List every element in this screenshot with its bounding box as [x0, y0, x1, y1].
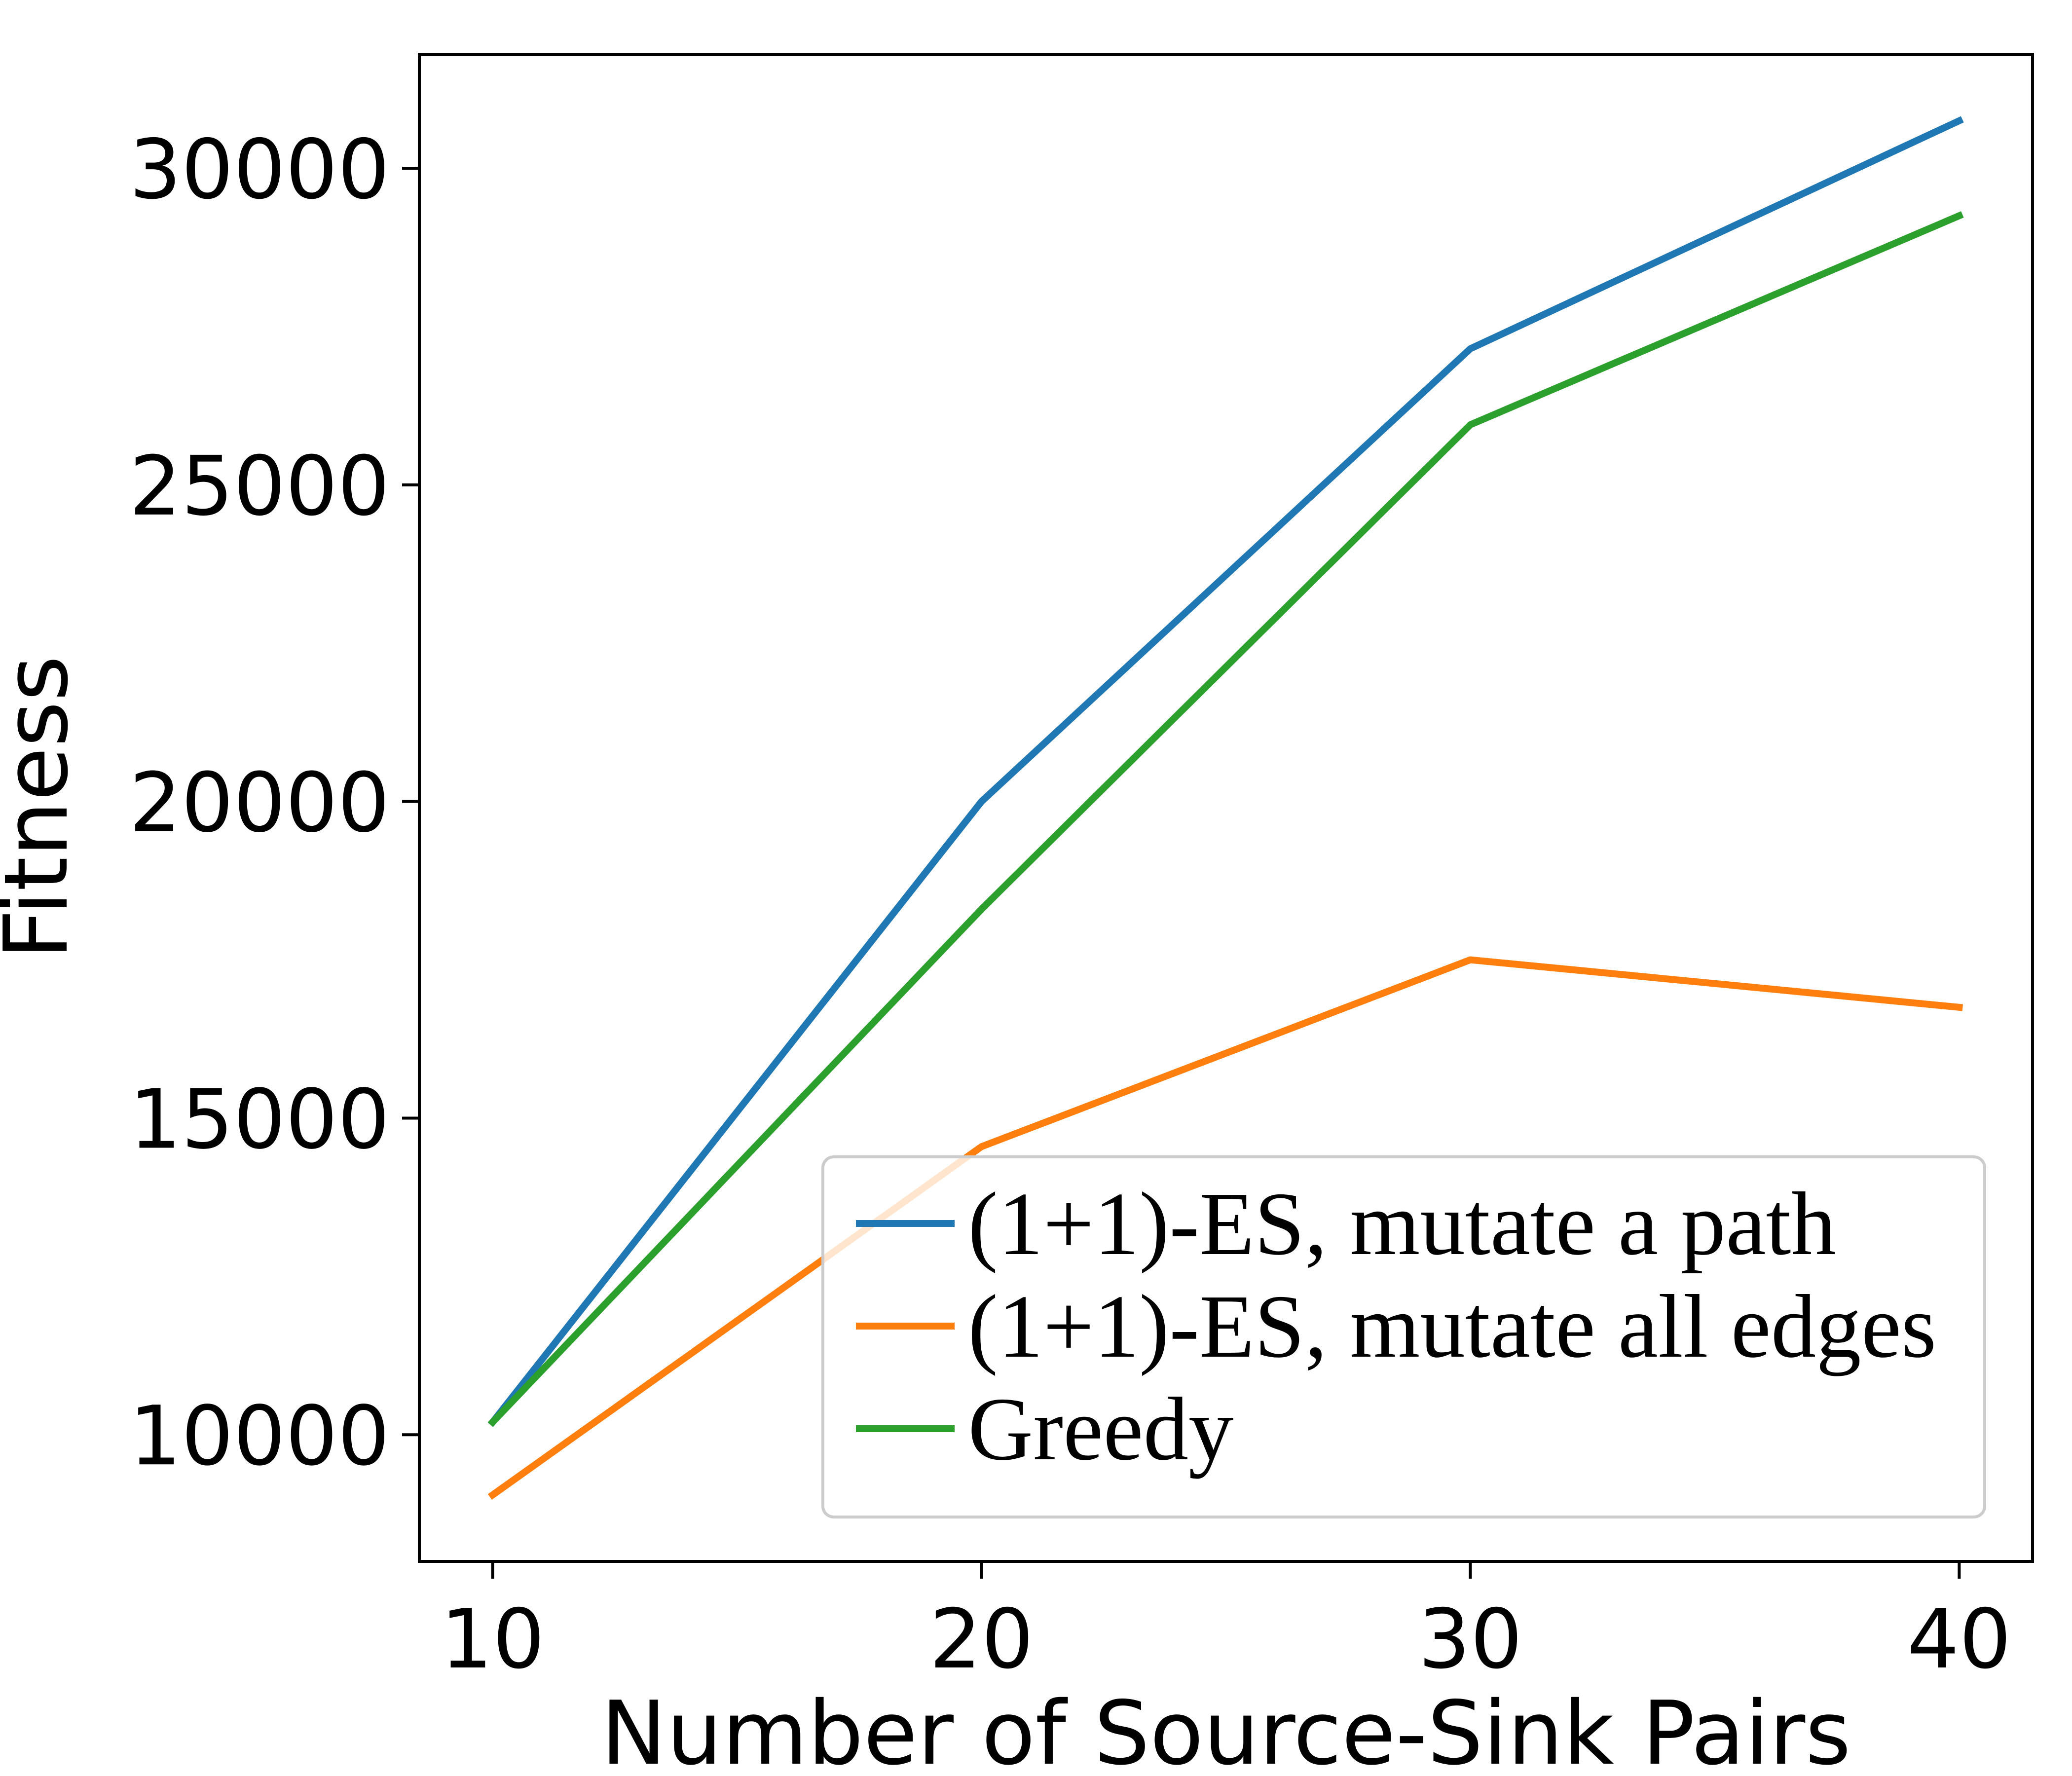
series-line-3 [487, 211, 1964, 1427]
x-axis: 10 20 30 40 [441, 1561, 2011, 1687]
x-axis-label: Number of Source-Sink Pairs [601, 1682, 1851, 1776]
series-line-1 [487, 116, 1964, 1427]
x-tick-label: 30 [1418, 1592, 1522, 1687]
y-tick-label: 10000 [129, 1389, 390, 1484]
x-tick-label: 20 [929, 1592, 1034, 1687]
y-axis: 10000 15000 20000 25000 30000 [129, 122, 419, 1484]
y-tick-label: 15000 [129, 1072, 390, 1167]
legend-label-1: (1+1)-ES, mutate a path [968, 1174, 1836, 1274]
y-axis-label: Fitness [0, 656, 87, 960]
x-tick-label: 10 [441, 1592, 545, 1687]
legend: (1+1)-ES, mutate a path(1+1)-ES, mutate … [821, 1155, 1986, 1518]
legend-box [821, 1155, 1986, 1518]
x-tick-label: 40 [1907, 1592, 2011, 1687]
y-tick-label: 25000 [129, 439, 390, 534]
series-line-2 [487, 956, 1963, 1500]
y-tick-label: 20000 [129, 756, 390, 851]
series-layer [487, 116, 1964, 1500]
y-tick-label: 30000 [129, 122, 390, 218]
legend-label-3: Greedy [968, 1379, 1234, 1479]
legend-label-2: (1+1)-ES, mutate all edges [968, 1276, 1936, 1376]
plot-frame [418, 53, 2034, 1563]
